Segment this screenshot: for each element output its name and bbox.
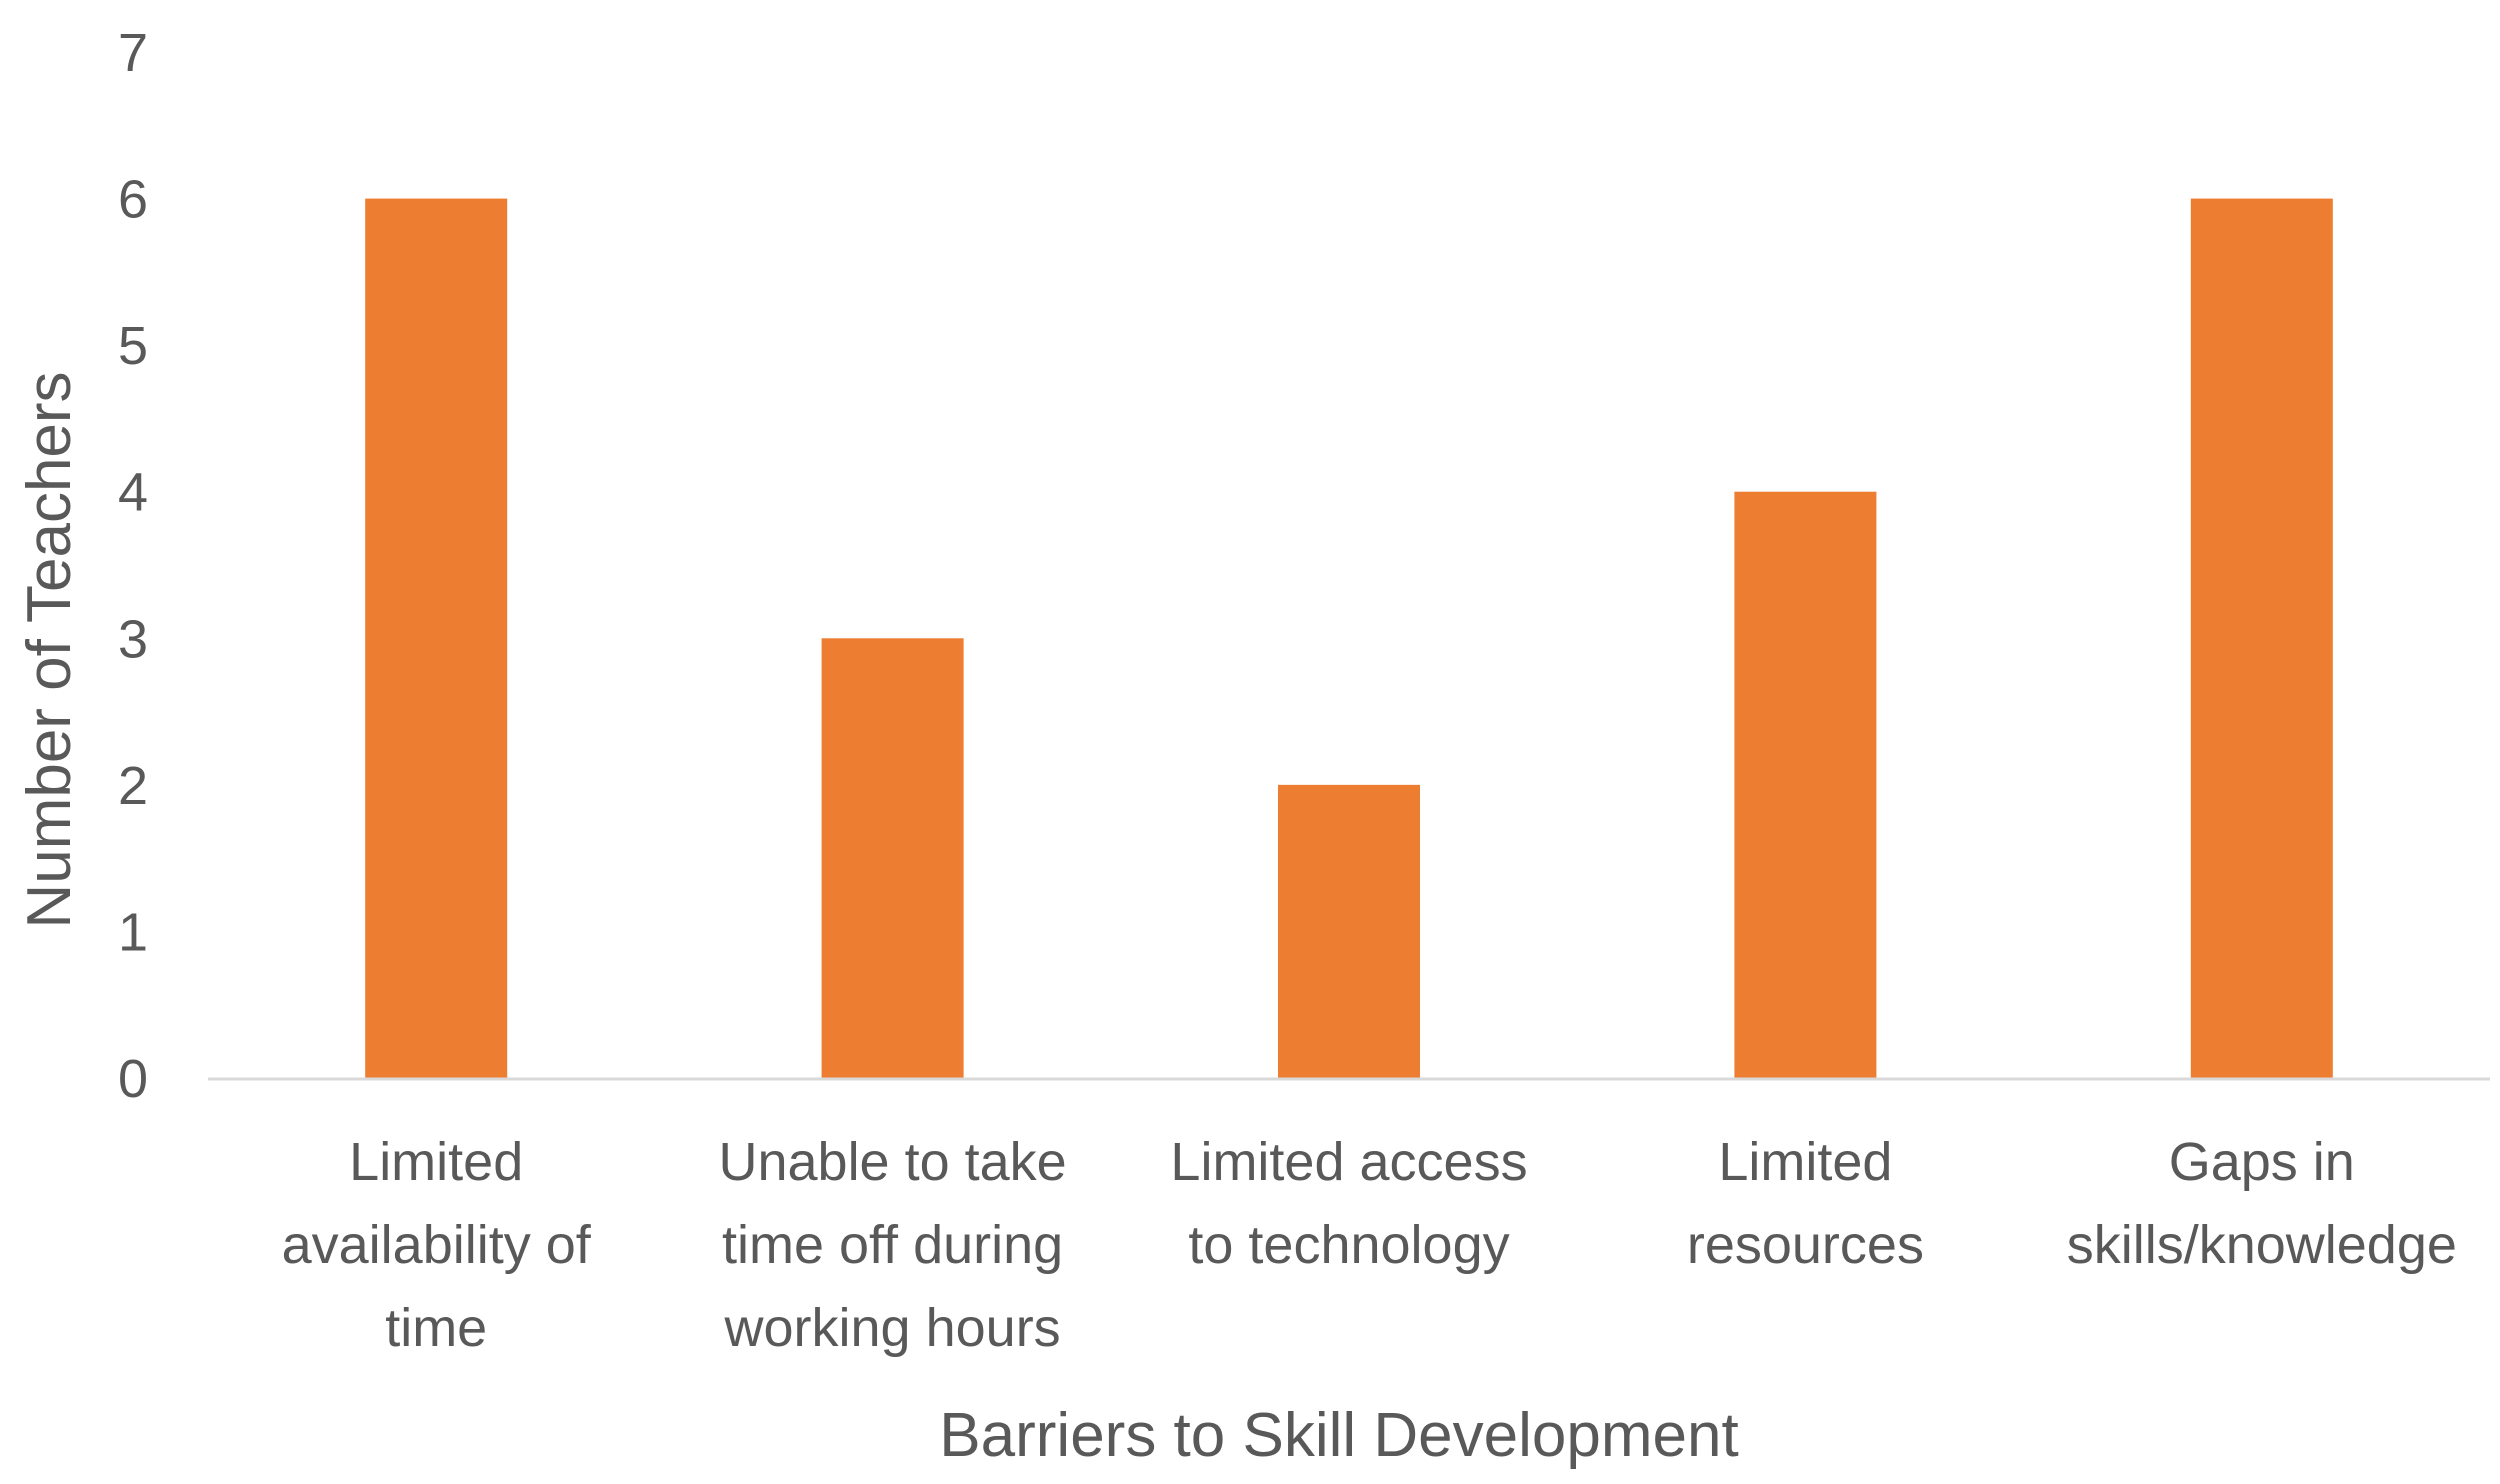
y-axis-title: Number of Teachers	[15, 371, 84, 928]
x-category-label-line: Unable to take	[718, 1132, 1066, 1192]
bar	[1278, 784, 1420, 1078]
bars	[365, 198, 2333, 1079]
y-tick-label: 7	[118, 23, 148, 83]
bar	[365, 198, 508, 1079]
x-category-label: Limited resources	[1687, 1132, 1924, 1275]
y-tick-label: 5	[118, 316, 148, 376]
x-category-label: Limited availability of time	[282, 1132, 592, 1358]
y-tick-label: 4	[118, 463, 148, 523]
y-tick-label: 2	[118, 756, 148, 816]
x-category-label: Unable to take time off during working hou…	[718, 1132, 1066, 1358]
bar	[821, 638, 964, 1078]
x-category-label-line: Limited	[349, 1132, 523, 1192]
x-category-label-line: time	[385, 1298, 487, 1358]
x-category-label-line: working hours	[724, 1298, 1061, 1358]
bar	[1734, 491, 1877, 1078]
x-category-label: Limited access to technology	[1170, 1132, 1527, 1275]
bar	[2190, 198, 2333, 1079]
x-category-label-line: Limited access	[1170, 1132, 1527, 1192]
y-tick-label: 0	[118, 1049, 148, 1109]
x-axis-title: Barriers to Skill Development	[939, 1401, 1738, 1470]
y-tick-label: 6	[118, 170, 148, 230]
x-axis-category-labels: Limited availability of time Unable to take…	[282, 1132, 2457, 1358]
x-category-label-line: time off during	[722, 1215, 1063, 1275]
x-category-label: Gaps in skills/knowledge	[2067, 1132, 2457, 1275]
x-category-label-line: resources	[1687, 1215, 1924, 1275]
y-tick-label: 3	[118, 609, 148, 669]
y-axis-ticks: 0 1 2 3 4 5 6 7	[118, 23, 148, 1109]
x-category-label-line: Gaps in	[2169, 1132, 2355, 1192]
x-category-label-line: skills/knowledge	[2067, 1215, 2457, 1275]
y-tick-label: 1	[118, 902, 148, 962]
x-category-label-line: to technology	[1188, 1215, 1509, 1275]
x-category-label-line: availability of	[282, 1215, 592, 1275]
x-category-label-line: Limited	[1718, 1132, 1892, 1192]
